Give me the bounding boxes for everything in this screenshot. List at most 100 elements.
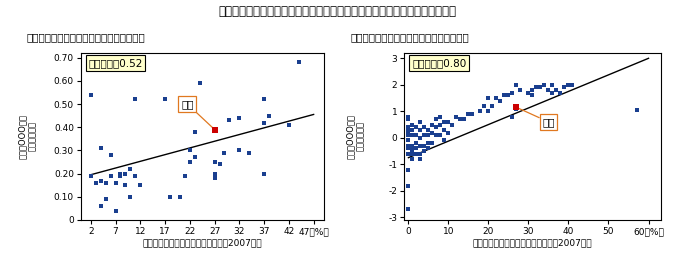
- Text: （年のOOO年）
社会の信頼度: （年のOOO年） 社会の信頼度: [18, 114, 37, 159]
- Point: [567, 83, 578, 87]
- Point: [419, 149, 430, 153]
- Point: [419, 125, 430, 129]
- Point: [189, 130, 200, 134]
- Text: インターネットが普及しているほど、社会関係資本の蓄積が進んでいる傾向: インターネットが普及しているほど、社会関係資本の蓄積が進んでいる傾向: [218, 5, 456, 18]
- Point: [495, 99, 506, 103]
- Text: 相関係数＝0.52: 相関係数＝0.52: [88, 58, 142, 68]
- Point: [407, 128, 418, 132]
- Point: [463, 112, 474, 116]
- Point: [86, 174, 96, 178]
- Point: [403, 207, 414, 211]
- Point: [185, 148, 195, 153]
- Point: [110, 181, 121, 185]
- Point: [535, 85, 546, 90]
- Point: [547, 91, 558, 95]
- Point: [403, 130, 414, 135]
- Point: [175, 195, 185, 199]
- Point: [423, 128, 434, 132]
- Point: [403, 125, 414, 129]
- Point: [479, 104, 490, 108]
- Point: [130, 174, 141, 178]
- Point: [511, 107, 522, 111]
- Point: [419, 133, 430, 137]
- Point: [431, 133, 442, 137]
- Text: （インターネット加入率とガバナンス度）: （インターネット加入率とガバナンス度）: [350, 32, 469, 42]
- Point: [209, 127, 220, 132]
- Point: [234, 148, 245, 153]
- Point: [435, 122, 446, 127]
- Point: [95, 178, 106, 183]
- Point: [415, 128, 426, 132]
- Point: [403, 128, 414, 132]
- Point: [435, 133, 446, 137]
- Point: [179, 174, 190, 178]
- Point: [411, 146, 422, 151]
- Point: [219, 151, 230, 155]
- Point: [90, 181, 101, 185]
- Point: [483, 109, 494, 113]
- Point: [507, 91, 518, 95]
- Point: [439, 120, 450, 124]
- Point: [551, 88, 562, 92]
- Point: [415, 157, 426, 161]
- Point: [164, 195, 175, 199]
- Point: [419, 144, 430, 148]
- Point: [411, 152, 422, 156]
- Point: [555, 91, 566, 95]
- Point: [559, 85, 570, 90]
- Point: [120, 171, 131, 176]
- Point: [293, 60, 304, 64]
- Point: [214, 162, 225, 166]
- X-axis label: 百人当たりインターネット加入率（2007年）: 百人当たりインターネット加入率（2007年）: [142, 239, 262, 248]
- Point: [95, 204, 106, 208]
- Point: [411, 133, 422, 137]
- Point: [459, 117, 470, 121]
- Point: [407, 146, 418, 151]
- Point: [209, 171, 220, 176]
- Point: [209, 176, 220, 180]
- Text: 相関係数＝0.80: 相関係数＝0.80: [412, 58, 466, 68]
- Point: [439, 128, 450, 132]
- Point: [224, 118, 235, 122]
- Point: [503, 93, 514, 98]
- Point: [443, 130, 454, 135]
- Point: [427, 130, 438, 135]
- Point: [403, 152, 414, 156]
- Point: [125, 167, 135, 171]
- Point: [86, 174, 96, 178]
- Point: [491, 96, 502, 100]
- Point: [259, 120, 270, 125]
- Point: [423, 146, 434, 151]
- Point: [403, 138, 414, 143]
- Point: [427, 141, 438, 145]
- Point: [105, 174, 116, 178]
- Point: [95, 146, 106, 150]
- Point: [423, 133, 434, 137]
- Point: [447, 122, 458, 127]
- Point: [284, 123, 295, 127]
- Text: 日本: 日本: [516, 107, 555, 127]
- Point: [523, 91, 534, 95]
- Point: [455, 117, 466, 121]
- Point: [539, 83, 550, 87]
- Point: [543, 88, 554, 92]
- Point: [467, 112, 478, 116]
- Point: [259, 97, 270, 101]
- Point: [415, 152, 426, 156]
- Point: [631, 108, 642, 112]
- Point: [403, 133, 414, 137]
- Point: [407, 133, 418, 137]
- X-axis label: 百人当たりインターネット加入率（2007年）: 百人当たりインターネット加入率（2007年）: [472, 239, 592, 248]
- Point: [439, 138, 450, 143]
- Point: [120, 183, 131, 187]
- Point: [115, 171, 126, 176]
- Point: [487, 104, 498, 108]
- Point: [403, 144, 414, 148]
- Point: [411, 125, 422, 129]
- Point: [86, 93, 96, 97]
- Point: [259, 171, 270, 176]
- Point: [499, 93, 510, 98]
- Point: [407, 144, 418, 148]
- Text: 日本: 日本: [181, 99, 214, 130]
- Point: [403, 114, 414, 119]
